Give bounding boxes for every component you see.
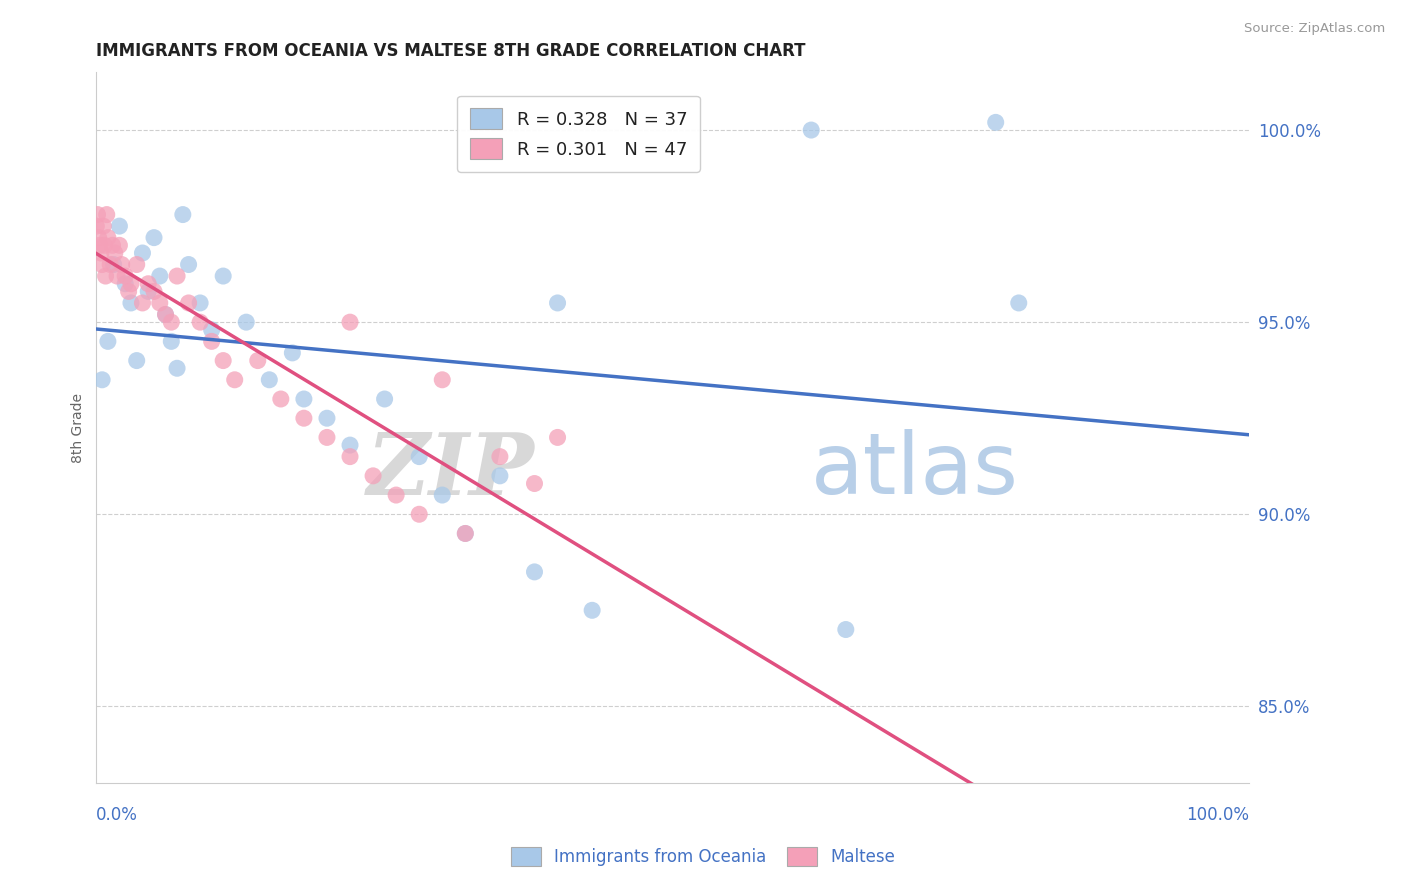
Point <box>131 246 153 260</box>
Point <box>212 353 235 368</box>
Point <box>281 346 304 360</box>
Point <box>103 258 125 272</box>
Point <box>89 238 111 252</box>
Point <box>155 308 177 322</box>
Point <box>149 296 172 310</box>
Point <box>104 246 127 260</box>
Point <box>835 623 858 637</box>
Point <box>149 268 172 283</box>
Point <box>292 392 315 406</box>
Text: ZIP: ZIP <box>367 429 534 512</box>
Point <box>91 219 114 233</box>
Legend: Immigrants from Oceania, Maltese: Immigrants from Oceania, Maltese <box>505 840 901 873</box>
Point <box>547 430 569 444</box>
Point <box>108 219 131 233</box>
Point <box>201 334 224 349</box>
Point <box>120 296 142 310</box>
Point <box>188 296 211 310</box>
Point <box>155 308 177 322</box>
Point <box>339 450 361 464</box>
Point <box>339 315 361 329</box>
Point <box>131 296 153 310</box>
Point <box>136 285 159 299</box>
Point <box>408 508 430 522</box>
Point <box>316 430 339 444</box>
Point <box>270 392 292 406</box>
Point <box>292 411 315 425</box>
Text: 100.0%: 100.0% <box>1187 806 1250 824</box>
Point <box>125 353 148 368</box>
Point <box>235 315 257 329</box>
Point <box>120 277 142 291</box>
Point <box>136 277 159 291</box>
Legend: R = 0.328   N = 37, R = 0.301   N = 47: R = 0.328 N = 37, R = 0.301 N = 47 <box>457 95 700 171</box>
Point <box>97 334 120 349</box>
Point <box>201 323 224 337</box>
Point <box>166 361 188 376</box>
Text: 0.0%: 0.0% <box>97 806 138 824</box>
Point <box>91 373 114 387</box>
Point <box>224 373 246 387</box>
Point <box>581 603 603 617</box>
Text: IMMIGRANTS FROM OCEANIA VS MALTESE 8TH GRADE CORRELATION CHART: IMMIGRANTS FROM OCEANIA VS MALTESE 8TH G… <box>97 42 806 60</box>
Point <box>101 238 124 252</box>
Point <box>454 526 477 541</box>
Point <box>800 123 823 137</box>
Point <box>114 277 136 291</box>
Point <box>432 373 454 387</box>
Text: Source: ZipAtlas.com: Source: ZipAtlas.com <box>1244 22 1385 36</box>
Point <box>188 315 211 329</box>
Point <box>212 268 235 283</box>
Point <box>96 208 118 222</box>
Point <box>105 268 128 283</box>
Point <box>111 258 134 272</box>
Point <box>489 450 512 464</box>
Point <box>143 230 166 244</box>
Point <box>489 468 512 483</box>
Point <box>108 238 131 252</box>
Point <box>143 285 166 299</box>
Point <box>97 230 120 244</box>
Point <box>114 268 136 283</box>
Point <box>86 219 108 233</box>
Point <box>86 208 108 222</box>
Point <box>90 246 112 260</box>
Point <box>547 296 569 310</box>
Point <box>523 476 546 491</box>
Point <box>94 268 117 283</box>
Point <box>385 488 408 502</box>
Point <box>523 565 546 579</box>
Point <box>160 315 183 329</box>
Point <box>166 268 188 283</box>
Point <box>1008 296 1031 310</box>
Point <box>361 468 384 483</box>
Point <box>160 334 183 349</box>
Point <box>432 488 454 502</box>
Point <box>259 373 281 387</box>
Point <box>339 438 361 452</box>
Point <box>177 296 200 310</box>
Point <box>91 258 114 272</box>
Point <box>117 285 139 299</box>
Y-axis label: 8th Grade: 8th Grade <box>72 392 86 463</box>
Point <box>93 238 115 252</box>
Point <box>125 258 148 272</box>
Text: atlas: atlas <box>811 429 1019 512</box>
Point <box>374 392 396 406</box>
Point <box>98 258 121 272</box>
Point <box>984 115 1007 129</box>
Point <box>316 411 339 425</box>
Point <box>408 450 430 464</box>
Point <box>246 353 269 368</box>
Point <box>87 230 110 244</box>
Point <box>172 208 194 222</box>
Point <box>177 258 200 272</box>
Point <box>454 526 477 541</box>
